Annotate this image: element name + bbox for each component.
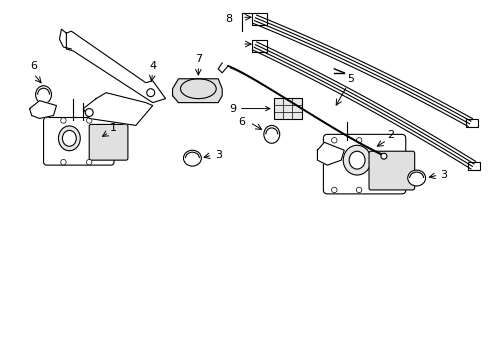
- Polygon shape: [172, 79, 222, 103]
- Bar: [251, 40, 266, 52]
- Ellipse shape: [146, 89, 154, 96]
- Text: 2: 2: [386, 130, 394, 140]
- Ellipse shape: [62, 130, 76, 146]
- Polygon shape: [30, 100, 56, 118]
- Ellipse shape: [331, 187, 336, 193]
- Polygon shape: [66, 31, 165, 103]
- FancyBboxPatch shape: [273, 98, 301, 120]
- FancyBboxPatch shape: [323, 134, 405, 194]
- Text: 3: 3: [215, 150, 222, 160]
- Text: 8: 8: [224, 14, 232, 24]
- Text: 1: 1: [109, 123, 116, 134]
- Ellipse shape: [356, 138, 361, 143]
- Text: 3: 3: [440, 170, 447, 180]
- Text: 9: 9: [228, 104, 269, 113]
- Ellipse shape: [264, 125, 279, 143]
- Bar: [251, 13, 266, 25]
- Ellipse shape: [86, 159, 92, 165]
- Ellipse shape: [86, 118, 92, 123]
- Ellipse shape: [61, 118, 66, 123]
- Ellipse shape: [183, 150, 201, 166]
- Text: 4: 4: [149, 61, 156, 71]
- Polygon shape: [83, 93, 152, 125]
- Ellipse shape: [380, 153, 386, 159]
- Ellipse shape: [407, 170, 425, 186]
- FancyBboxPatch shape: [89, 125, 128, 160]
- FancyBboxPatch shape: [368, 151, 414, 190]
- Bar: [466, 120, 477, 127]
- Bar: [468, 162, 479, 170]
- Text: 6: 6: [30, 61, 37, 71]
- Ellipse shape: [348, 151, 365, 169]
- Text: 7: 7: [194, 54, 202, 64]
- Ellipse shape: [356, 187, 361, 193]
- Ellipse shape: [61, 159, 66, 165]
- Text: 6: 6: [238, 117, 245, 127]
- Ellipse shape: [331, 138, 336, 143]
- Polygon shape: [317, 142, 344, 165]
- Ellipse shape: [85, 109, 93, 117]
- Ellipse shape: [36, 86, 51, 104]
- Ellipse shape: [59, 126, 80, 151]
- FancyBboxPatch shape: [43, 117, 114, 165]
- Ellipse shape: [343, 145, 370, 175]
- Text: 5: 5: [347, 74, 354, 84]
